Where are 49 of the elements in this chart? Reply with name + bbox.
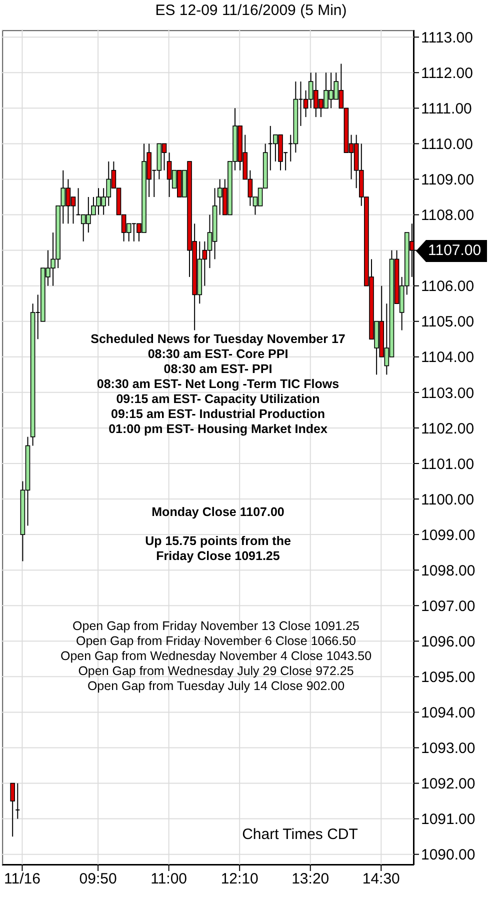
y-tick-label: 1094.00 [421,704,476,722]
annotation: Chart Times CDT [242,826,358,843]
annotation: 08:30 am EST- Net Long -Term TIC Flows [96,377,340,391]
y-tick-label: 1090.00 [421,846,476,864]
y-tick-label: 1112.00 [421,64,473,82]
candlestick [15,782,20,820]
annotation: 08:30 am EST- PPI [162,362,274,376]
y-tick-label: 1113.00 [421,29,473,46]
annotation: 09:15 am EST- Capacity Utilization [115,392,321,406]
y-tick-label: 1092.00 [421,776,476,793]
x-tick-label: 11/16 [4,870,40,888]
y-tick-label: 1110.00 [421,136,473,154]
candlestick [10,782,15,838]
y-tick-label: 1108.00 [421,207,474,224]
y-tick-label: 1093.00 [421,740,476,758]
annotation: Open Gap from Wednesday July 29 Close 972.25 [77,664,355,678]
y-tick-label: 1101.00 [421,456,474,473]
annotation: Open Gap from Wednesday November 4 Close 1043.50 [59,649,373,663]
annotation: Open Gap from Friday November 13 Close 1091.25 [72,619,360,633]
annotation: Monday Close 1107.00 [150,505,286,519]
y-tick-label: 1100.00 [421,491,474,508]
y-tick-label: 1091.00 [421,811,476,828]
y-tick-label: 1099.00 [421,526,476,544]
annotation: 01:00 pm EST- Housing Market Index [108,422,328,436]
y-tick-label: 1111.00 [421,100,472,118]
annotation: Friday Close 1091.25 [155,549,281,563]
y-tick-label: 1097.00 [421,598,476,615]
y-tick-label: 1104.00 [421,349,474,366]
x-tick-label: 09:50 [79,870,117,888]
text: 1107.00 [416,240,488,262]
chart-title: ES 12-09 11/16/2009 (5 Min) [154,2,348,19]
y-tick-label: 1095.00 [421,669,476,686]
x-tick-label: 14:30 [362,870,400,888]
annotation: Open Gap from Tuesday July 14 Close 902.00 [86,679,346,693]
annotation: Open Gap from Friday November 6 Close 1066.50 [75,634,357,648]
y-tick-label: 1096.00 [421,633,476,650]
annotation: Scheduled News for Tuesday November 17 [90,332,346,346]
y-tick-label: 1098.00 [421,562,476,580]
y-tick-label: 1105.00 [421,314,474,331]
x-tick-label: 12:10 [220,870,258,888]
y-tick-label: 1106.00 [421,278,474,296]
x-tick-label: 13:20 [292,870,330,888]
annotation: Up 15.75 points from the [144,534,292,548]
annotation: 09:15 am EST- Industrial Production [110,407,326,421]
y-tick-label: 1102.00 [421,420,474,438]
x-tick-label: 11:00 [150,870,188,888]
y-tick-label: 1103.00 [421,384,474,402]
annotation: 08:30 am EST- Core PPI [146,347,290,361]
y-tick-label: 1109.00 [421,172,474,189]
